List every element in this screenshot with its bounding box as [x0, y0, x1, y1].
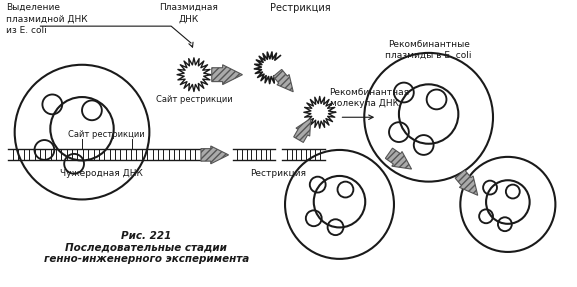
Polygon shape — [385, 148, 411, 169]
Polygon shape — [455, 170, 478, 195]
Text: Рекомбинантные
плазмиды в E. coli: Рекомбинантные плазмиды в E. coli — [385, 40, 472, 60]
Text: Рестрикция: Рестрикция — [250, 169, 306, 178]
Polygon shape — [212, 65, 242, 85]
Text: Рекомбинантная
молекула ДНК: Рекомбинантная молекула ДНК — [329, 88, 410, 108]
Polygon shape — [201, 146, 228, 164]
Text: Рис. 221: Рис. 221 — [121, 231, 171, 241]
Text: Плазмидная
ДНК: Плазмидная ДНК — [159, 3, 219, 24]
Text: Сайт рестрикции: Сайт рестрикции — [69, 130, 145, 139]
Text: Сайт рестрикции: Сайт рестрикции — [156, 96, 232, 104]
Text: Последовательные стадии
генно-инженерного эксперимента: Последовательные стадии генно-инженерног… — [44, 242, 249, 264]
Text: Рестрикция: Рестрикция — [269, 3, 330, 13]
Text: Выделение
плазмидной ДНК
из E. coli: Выделение плазмидной ДНК из E. coli — [6, 3, 87, 34]
Polygon shape — [273, 69, 293, 92]
Polygon shape — [294, 119, 311, 142]
Text: Чужеродная ДНК: Чужеродная ДНК — [61, 169, 143, 178]
